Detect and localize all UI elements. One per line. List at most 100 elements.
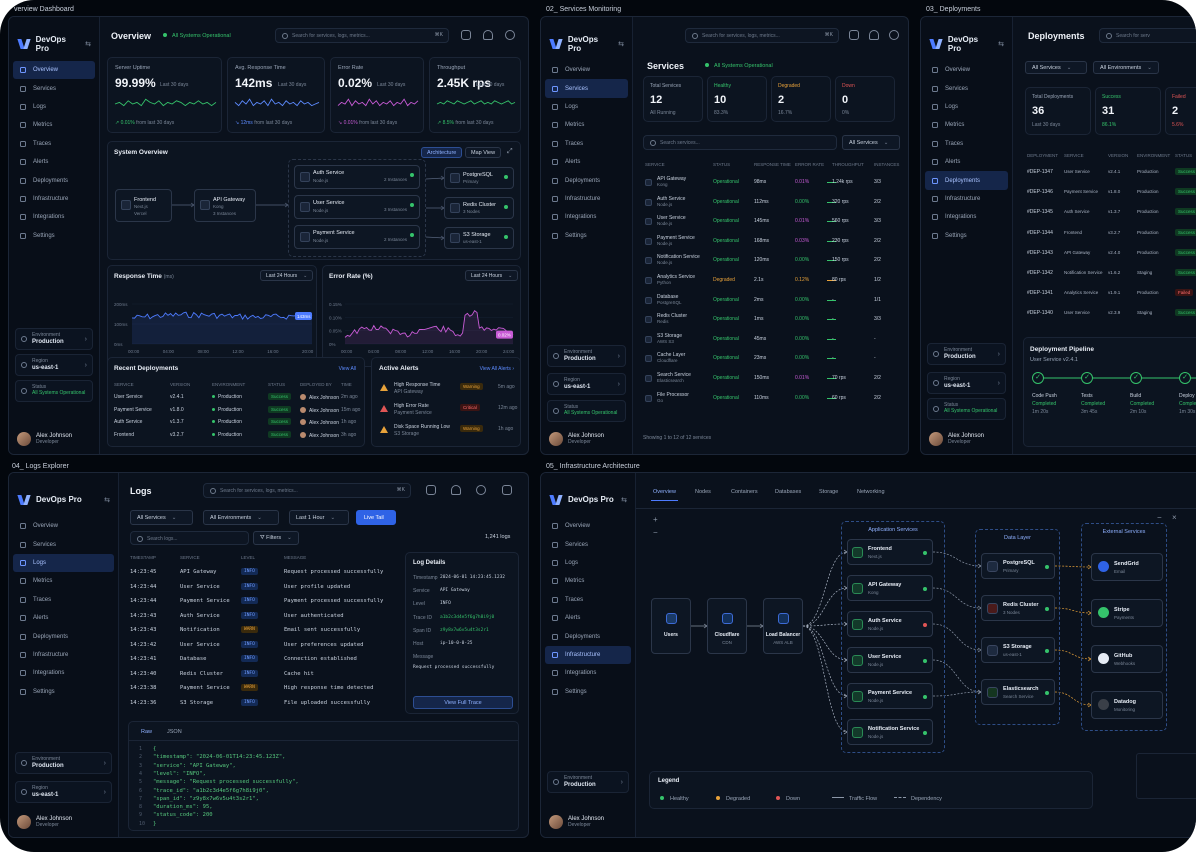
sidebar-item-services[interactable]: Services xyxy=(545,535,631,553)
node-auth-service[interactable]: Auth Service Node.js 2 Instances xyxy=(294,165,420,189)
search-input[interactable]: Search for services, logs, metrics... ⌘K xyxy=(275,28,449,43)
terminal-icon[interactable] xyxy=(461,30,471,40)
sidebar-item-deployments[interactable]: Deployments xyxy=(13,171,95,189)
table-row[interactable]: #DEP-1344 Frontend v3.2.7 Production Success xyxy=(1021,228,1196,242)
view-all-link[interactable]: View All xyxy=(338,366,356,372)
table-row[interactable]: Payment Service v1.8.0 Production Success Al… xyxy=(108,405,366,417)
table-row[interactable]: Frontend v3.2.7 Production Success Alex John… xyxy=(108,430,366,442)
node-redis-cluster[interactable]: Redis Cluster 3 Nodes xyxy=(444,197,514,219)
table-row[interactable]: Cache Layer Cloudflare Operational 23ms 0.00… xyxy=(639,352,907,370)
tab-architecture[interactable]: Architecture xyxy=(421,147,463,158)
sidebar-item-integrations[interactable]: Integrations xyxy=(925,208,1008,226)
node-s3-storage[interactable]: S3 Storage us-east-1 xyxy=(444,227,514,249)
services-search-input[interactable]: Search services... xyxy=(643,135,837,150)
search-input[interactable]: Search for services, logs, metrics... ⌘K xyxy=(203,483,411,498)
sidebar-item-infrastructure[interactable]: Infrastructure xyxy=(13,646,114,664)
logs-env-filter[interactable]: All Environments ⌄ xyxy=(203,510,279,525)
sidebar-item-traces[interactable]: Traces xyxy=(13,591,114,609)
node-cloudflare[interactable]: Cloudflare CDN xyxy=(707,598,747,654)
error-range-select[interactable]: Last 24 Hours ⌄ xyxy=(465,270,519,281)
live-tail-button[interactable]: Live Tail xyxy=(356,510,396,525)
sidebar-item-logs[interactable]: Logs xyxy=(925,98,1008,116)
environment-selector[interactable]: Environment Production › xyxy=(15,752,112,774)
logs-search-input[interactable]: Search logs... xyxy=(130,531,249,545)
sidebar-item-overview[interactable]: Overview xyxy=(925,61,1008,79)
sidebar-item-integrations[interactable]: Integrations xyxy=(545,664,631,682)
sidebar-item-integrations[interactable]: Integrations xyxy=(13,664,114,682)
table-row[interactable]: 14:23:41 Database INFO Connection establish… xyxy=(124,655,400,668)
node-notification-service[interactable]: Notification Service Node.js xyxy=(847,719,933,745)
tab-map-view[interactable]: Map View xyxy=(465,147,502,158)
gear-icon[interactable] xyxy=(505,30,515,40)
logs-time-filter[interactable]: Last 1 Hour ⌄ xyxy=(289,510,349,525)
sidebar-item-services[interactable]: Services xyxy=(13,535,114,553)
table-row[interactable]: #DEP-1342 Notification Service v1.6.2 Stagi… xyxy=(1021,269,1196,282)
region-selector[interactable]: Region us-east-1 › xyxy=(927,372,1006,394)
tab-raw[interactable]: Raw xyxy=(138,729,155,741)
sidebar-item-settings[interactable]: Settings xyxy=(13,227,95,245)
sidebar-item-services[interactable]: Services xyxy=(13,79,95,97)
user-profile[interactable]: Alex Johnson Developer xyxy=(549,815,604,829)
region-selector[interactable]: Region us-east-1 › xyxy=(547,373,626,395)
sidebar-item-integrations[interactable]: Integrations xyxy=(545,208,628,226)
node-payment-service[interactable]: Payment Service Node.js 2 Instances xyxy=(294,225,420,249)
node-api-gateway[interactable]: API Gateway Kong 3 Instances xyxy=(194,189,256,222)
sidebar-item-metrics[interactable]: Metrics xyxy=(925,116,1008,134)
node-s3-storage[interactable]: S3 Storage us-east-1 xyxy=(981,637,1055,663)
sidebar-item-services[interactable]: Services xyxy=(925,79,1008,97)
sidebar-item-infrastructure[interactable]: Infrastructure xyxy=(545,645,631,665)
gear-icon[interactable] xyxy=(889,30,899,40)
tab-overview[interactable]: Overview xyxy=(651,489,678,501)
terminal-icon[interactable] xyxy=(426,485,436,495)
table-row[interactable]: User Service v2.4.1 Production Success Alex … xyxy=(108,393,366,404)
table-row[interactable]: User Service Node.js Operational 145ms 0.01%… xyxy=(639,215,907,233)
deployments-env-filter[interactable]: All Environments ⌄ xyxy=(1093,61,1159,74)
node-stripe[interactable]: Stripe Payments xyxy=(1091,599,1163,627)
user-profile[interactable]: Alex Johnson Developer xyxy=(17,815,72,829)
sidebar-item-overview[interactable]: Overview xyxy=(545,517,631,535)
table-row[interactable]: Database PostgreSQL Operational 2ms 0.00% - 1/… xyxy=(639,294,907,312)
node-github[interactable]: GitHub Webhooks xyxy=(1091,645,1163,673)
sidebar-item-services[interactable]: Services xyxy=(545,79,628,98)
alert-item[interactable]: High Error Rate Payment Service Critical 12… xyxy=(372,403,522,421)
search-input[interactable]: Search for services, logs, metrics... ⌘K xyxy=(685,28,839,43)
sidebar-toggle-icon[interactable]: ⇆ xyxy=(621,496,627,504)
node-api-gateway[interactable]: API Gateway Kong xyxy=(847,575,933,601)
table-row[interactable]: 14:23:42 User Service INFO User preferences… xyxy=(124,640,400,654)
table-row[interactable]: 14:23:40 Redis Cluster INFO Cache hit xyxy=(124,669,400,683)
table-row[interactable]: #DEP-1343 API Gateway v2.4.0 Production Succ… xyxy=(1021,248,1196,262)
user-profile[interactable]: Alex Johnson Developer xyxy=(549,432,604,446)
sidebar-item-metrics[interactable]: Metrics xyxy=(13,572,114,590)
gear-icon[interactable] xyxy=(476,485,486,495)
environment-selector[interactable]: Environment Production › xyxy=(547,345,626,367)
search-input[interactable]: Search for serv xyxy=(1099,28,1196,43)
sidebar-item-traces[interactable]: Traces xyxy=(545,591,631,609)
close-icon[interactable]: × xyxy=(1172,513,1177,522)
tab-networking[interactable]: Networking xyxy=(857,489,885,495)
deployments-service-filter[interactable]: All Services ⌄ xyxy=(1025,61,1087,74)
bell-icon[interactable] xyxy=(869,30,879,40)
node-datadog[interactable]: Datadog Monitoring xyxy=(1091,691,1163,719)
table-row[interactable]: Search Service Elasticsearch Operational 15… xyxy=(639,372,907,390)
alert-item[interactable]: Disk Space Running Low S3 Storage Warning 1… xyxy=(372,424,522,442)
sidebar-item-overview[interactable]: Overview xyxy=(13,517,114,535)
table-row[interactable]: #DEP-1341 Analytics Service v1.9.1 Producti… xyxy=(1021,289,1196,302)
table-row[interactable]: 14:23:36 S3 Storage INFO File uploaded succ… xyxy=(124,698,400,712)
expand-icon[interactable]: ⤢ xyxy=(507,148,513,155)
user-profile[interactable]: Alex Johnson Developer xyxy=(929,432,984,446)
tab-containers[interactable]: Containers xyxy=(731,489,758,495)
table-row[interactable]: 14:23:44 User Service INFO User profile upd… xyxy=(124,582,400,596)
minimize-icon[interactable]: − xyxy=(1157,513,1162,522)
sidebar-toggle-icon[interactable]: ⇆ xyxy=(104,496,110,504)
node-user-service[interactable]: User Service Node.js 3 Instances xyxy=(294,195,420,219)
zoom-out-icon[interactable]: − xyxy=(653,528,658,537)
tab-databases[interactable]: Databases xyxy=(775,489,802,495)
sidebar-item-settings[interactable]: Settings xyxy=(13,683,114,701)
sidebar-toggle-icon[interactable]: ⇆ xyxy=(85,40,91,48)
table-row[interactable]: 14:23:43 Notification WARN Email sent succe… xyxy=(124,626,400,639)
tab-json[interactable]: JSON xyxy=(167,729,182,735)
sidebar-item-alerts[interactable]: Alerts xyxy=(545,609,631,627)
tab-nodes[interactable]: Nodes xyxy=(695,489,711,495)
table-row[interactable]: S3 Storage AWS S3 Operational 45ms 0.00% - - xyxy=(639,333,907,351)
sidebar-item-deployments[interactable]: Deployments xyxy=(925,171,1008,190)
